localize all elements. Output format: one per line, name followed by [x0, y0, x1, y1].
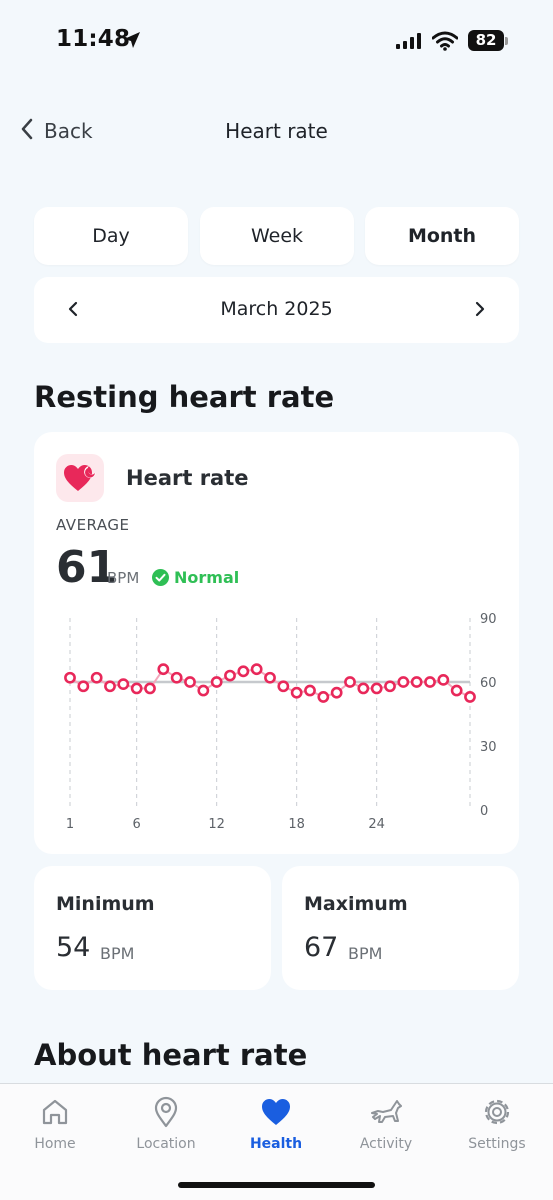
- tab-settings[interactable]: Settings: [442, 1094, 552, 1152]
- data-point: [184, 676, 196, 688]
- minimum-label: Minimum: [56, 893, 155, 915]
- tab-activity[interactable]: Activity: [331, 1094, 441, 1152]
- data-point: [317, 691, 330, 703]
- heart-rate-card: Heart rate AVERAGE 61 BPM Normal 1 6 12 18 2…: [34, 432, 519, 854]
- segment-week[interactable]: Week: [200, 207, 354, 265]
- data-point: [397, 676, 410, 688]
- battery-indicator: 82: [468, 30, 504, 51]
- average-label: AVERAGE: [56, 516, 130, 534]
- data-point: [224, 669, 236, 682]
- x-tick-label: 6: [133, 817, 141, 832]
- tab-health[interactable]: Health: [221, 1094, 331, 1152]
- data-point: [237, 665, 250, 678]
- heart-moon-icon: [56, 454, 104, 502]
- check-circle-icon: [152, 569, 169, 586]
- average-unit: BPM: [107, 569, 140, 587]
- location-arrow-icon: [122, 30, 142, 54]
- data-point: [410, 676, 423, 688]
- y-tick-label: 60: [480, 676, 497, 691]
- data-point: [144, 682, 156, 695]
- tab-health-label: Health: [249, 1136, 303, 1152]
- tab-settings-label: Settings: [468, 1136, 526, 1152]
- heart-icon: [221, 1094, 331, 1130]
- x-tick-label: 18: [288, 817, 305, 832]
- maximum-unit: BPM: [348, 944, 383, 963]
- segment-month[interactable]: Month: [365, 207, 519, 265]
- data-point: [117, 678, 130, 691]
- chevron-left-icon: [20, 118, 34, 144]
- back-button[interactable]: Back: [20, 118, 93, 144]
- y-tick-label: 30: [480, 740, 497, 755]
- data-point: [104, 680, 116, 693]
- cellular-signal-icon: [396, 33, 424, 53]
- data-point: [77, 680, 90, 693]
- minimum-card: Minimum 54 BPM: [34, 866, 271, 990]
- data-point: [450, 684, 463, 697]
- data-point: [197, 684, 210, 697]
- segment-day[interactable]: Day: [34, 207, 188, 265]
- about-heart-rate-title: About heart rate: [34, 1038, 308, 1072]
- data-point: [330, 686, 343, 699]
- data-point: [90, 671, 103, 684]
- x-tick-label: 1: [66, 817, 74, 832]
- data-point: [277, 680, 290, 693]
- month-label: March 2025: [220, 298, 333, 320]
- maximum-label: Maximum: [304, 893, 408, 915]
- status-time: 11:48: [56, 26, 131, 52]
- next-month-button[interactable]: [473, 299, 487, 323]
- tab-home-label: Home: [34, 1136, 76, 1152]
- card-title: Heart rate: [126, 466, 249, 490]
- data-point: [264, 671, 276, 684]
- data-point: [304, 684, 316, 697]
- minimum-unit: BPM: [100, 944, 135, 963]
- data-point: [170, 671, 183, 684]
- previous-month-button[interactable]: [66, 299, 80, 323]
- home-indicator: [178, 1182, 375, 1188]
- x-tick-label: 24: [368, 817, 385, 832]
- month-navigator: March 2025: [34, 277, 519, 343]
- status-text: Normal: [174, 568, 240, 587]
- maximum-value: 67: [304, 932, 339, 963]
- home-icon: [0, 1094, 110, 1130]
- tab-location[interactable]: Location: [111, 1094, 221, 1152]
- tab-home[interactable]: Home: [0, 1094, 110, 1152]
- dog-icon: [331, 1094, 441, 1130]
- tab-location-label: Location: [136, 1136, 196, 1152]
- data-point: [437, 673, 450, 686]
- data-point: [464, 691, 476, 703]
- data-point: [157, 663, 170, 676]
- y-tick-label: 90: [480, 612, 497, 627]
- tab-bar: Home Location Health Activity Settings: [0, 1083, 553, 1200]
- data-point: [424, 676, 436, 688]
- data-point: [384, 680, 396, 693]
- wifi-icon: [431, 31, 459, 55]
- x-tick-label: 12: [208, 817, 225, 832]
- status-badge: Normal: [152, 568, 239, 587]
- battery-nub: [505, 37, 508, 45]
- gear-icon: [442, 1094, 552, 1130]
- average-value: 61: [56, 542, 118, 593]
- page-title: Heart rate: [225, 119, 328, 143]
- minimum-value: 54: [56, 932, 91, 963]
- data-point: [370, 682, 383, 695]
- resting-heart-rate-title: Resting heart rate: [34, 380, 335, 414]
- data-point: [250, 663, 263, 676]
- heart-rate-chart: 1 6 12 18 24 90 60 30 0: [64, 612, 497, 832]
- tab-activity-label: Activity: [359, 1136, 413, 1152]
- data-point: [290, 686, 303, 699]
- data-point: [64, 671, 76, 684]
- data-point: [130, 682, 143, 695]
- data-point: [210, 676, 223, 688]
- location-pin-icon: [111, 1094, 221, 1130]
- data-point: [357, 682, 370, 695]
- status-bar: 11:48 82: [0, 0, 553, 80]
- data-point: [344, 676, 356, 688]
- y-tick-label: 0: [480, 804, 488, 819]
- maximum-card: Maximum 67 BPM: [282, 866, 519, 990]
- back-label: Back: [44, 119, 93, 143]
